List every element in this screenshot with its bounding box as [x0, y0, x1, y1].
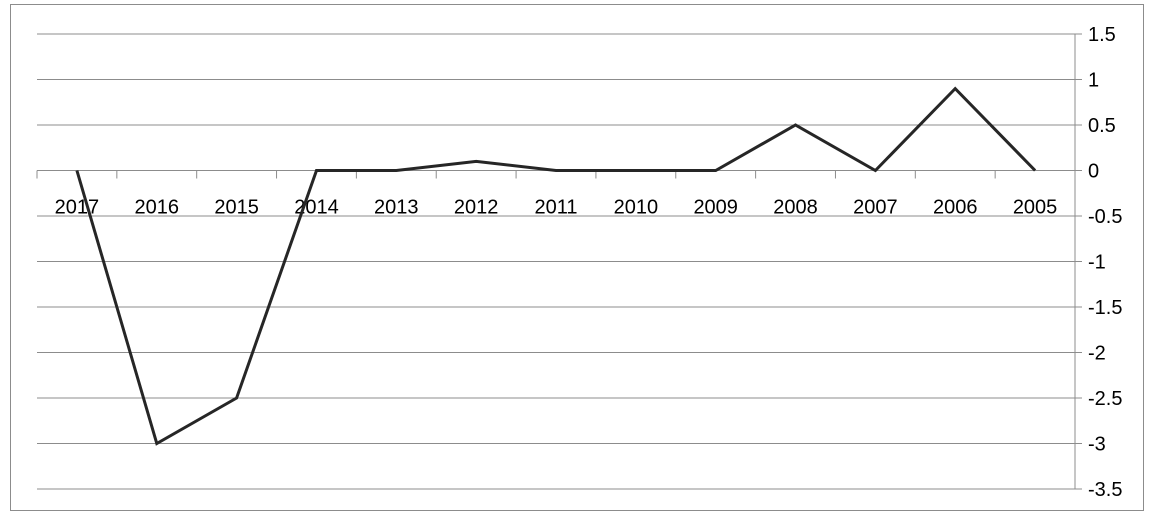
- x-tick-label: 2008: [773, 197, 818, 219]
- y-tick-label: -1: [1088, 252, 1106, 274]
- x-tick-label: 2011: [534, 197, 577, 219]
- x-tick-label: 2015: [214, 197, 259, 219]
- y-tick-label: -2: [1088, 343, 1106, 365]
- line-chart: 1.5 1 0.5 0 -0.5 -1 -1.5 -2 -2.5 -3 -3.5 2017 2016 2…: [36, 24, 1122, 501]
- y-tick-label: -2.5: [1088, 388, 1122, 410]
- x-tick-label: 2016: [135, 197, 180, 219]
- y-tick-label: 0: [1088, 161, 1099, 183]
- x-tick-label: 2010: [614, 197, 659, 219]
- y-tick-label: -3: [1088, 434, 1106, 456]
- x-tick-label: 2017: [55, 197, 100, 219]
- x-tick-label: 2013: [374, 197, 419, 219]
- x-axis: 2017 2016 2015 2014 2013 2012 2011 2010 2009 2008…: [36, 170, 1076, 219]
- y-tick-label: 1: [1088, 70, 1099, 92]
- series-layer: [75, 86, 1037, 446]
- y-tick-label: -1.5: [1088, 297, 1122, 319]
- gridlines: [37, 33, 1075, 490]
- x-tick-label: 2012: [454, 197, 499, 219]
- y-tick-label: -3.5: [1088, 479, 1122, 501]
- y-tick-label: 0.5: [1088, 115, 1116, 137]
- chart-frame: 1.5 1 0.5 0 -0.5 -1 -1.5 -2 -2.5 -3 -3.5 2017 2016 2…: [10, 4, 1144, 511]
- series-line: [75, 86, 1037, 446]
- x-tick-label: 2007: [853, 197, 898, 219]
- y-tick-label: 1.5: [1088, 24, 1116, 46]
- x-tick-label: 2005: [1013, 197, 1058, 219]
- y-axis: 1.5 1 0.5 0 -0.5 -1 -1.5 -2 -2.5 -3 -3.5: [1074, 24, 1122, 501]
- x-tick-label: 2006: [933, 197, 978, 219]
- y-tick-label: -0.5: [1088, 206, 1122, 228]
- x-tick-label: 2009: [693, 197, 738, 219]
